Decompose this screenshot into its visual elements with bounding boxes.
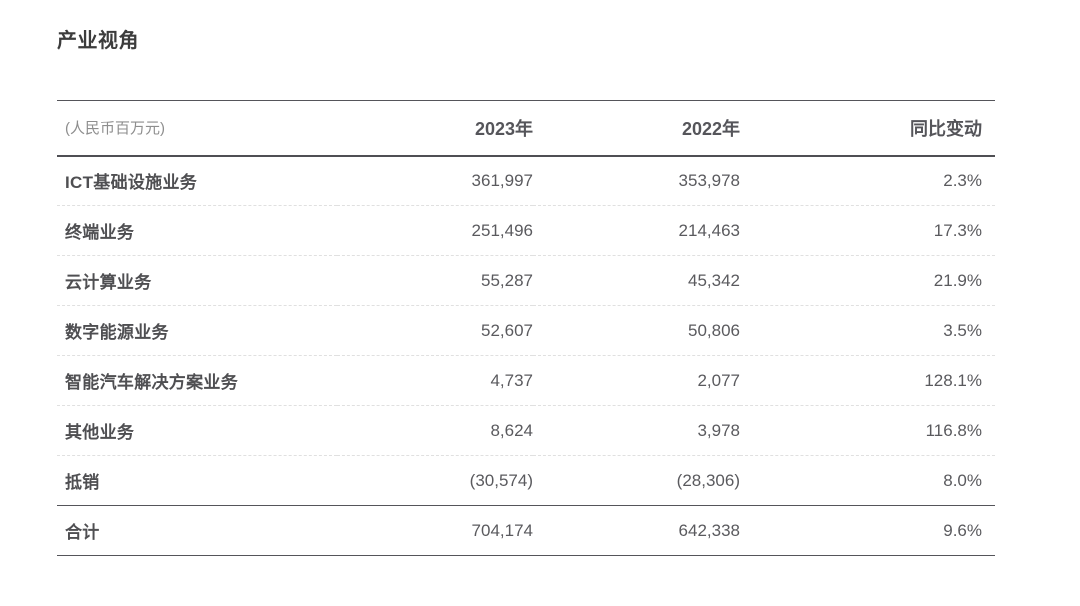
value-2022: 50,806 [688, 320, 740, 340]
value-2022: 214,463 [678, 220, 740, 240]
report-page: 产业视角 (人民币百万元) 2023年 2022年 同比变动 ICT基础设施业务… [0, 30, 1080, 606]
table-row-intelligent-automotive: 智能汽车解决方案业务 4,737 2,077 128.1% [57, 356, 995, 406]
total-label: 合计 [65, 523, 100, 542]
value-2022: 3,978 [697, 420, 740, 440]
value-2023: 52,607 [481, 320, 533, 340]
segment-label: 终端业务 [65, 223, 135, 242]
value-yoy: 8.0% [943, 470, 982, 490]
value-2023: 361,997 [471, 170, 533, 190]
table-row-ict-infrastructure: ICT基础设施业务 361,997 353,978 2.3% [57, 156, 995, 206]
value-2023: 8,624 [490, 420, 533, 440]
segment-label: 数字能源业务 [65, 323, 169, 342]
column-header-2022: 2022年 [681, 118, 740, 139]
column-header-yoy: 同比变动 [910, 118, 982, 139]
table-header-row: (人民币百万元) 2023年 2022年 同比变动 [57, 100, 995, 156]
segment-label: ICT基础设施业务 [65, 173, 198, 193]
segment-label: 其他业务 [65, 423, 135, 442]
value-2022: 2,077 [697, 370, 740, 390]
value-yoy: 128.1% [924, 370, 982, 390]
value-2023: 251,496 [471, 220, 533, 240]
value-2022: 45,342 [688, 270, 740, 290]
table-row-eliminations: 抵销 (30,574) (28,306) 8.0% [57, 456, 995, 506]
table-row-others: 其他业务 8,624 3,978 116.8% [57, 406, 995, 456]
page-title: 产业视角 [57, 30, 139, 52]
value-2023: 4,737 [490, 370, 533, 390]
value-yoy: 9.6% [943, 520, 982, 540]
table-row-consumer: 终端业务 251,496 214,463 17.3% [57, 206, 995, 256]
value-yoy: 116.8% [925, 420, 982, 440]
value-2023: 55,287 [481, 270, 533, 290]
value-yoy: 17.3% [933, 220, 982, 240]
value-yoy: 3.5% [943, 320, 982, 340]
segment-label: 智能汽车解决方案业务 [65, 373, 238, 392]
value-2023: (30,574) [469, 470, 533, 490]
table-row-cloud: 云计算业务 55,287 45,342 21.9% [57, 256, 995, 306]
table-row-total: 合计 704,174 642,338 9.6% [57, 506, 995, 556]
value-2022: 353,978 [678, 170, 740, 190]
segment-revenue-table: (人民币百万元) 2023年 2022年 同比变动 ICT基础设施业务 361,… [57, 100, 995, 556]
table-row-digital-power: 数字能源业务 52,607 50,806 3.5% [57, 306, 995, 356]
value-2023: 704,174 [471, 520, 533, 540]
value-2022: (28,306) [676, 470, 740, 490]
value-yoy: 21.9% [933, 270, 982, 290]
value-yoy: 2.3% [943, 170, 982, 190]
segment-label: 抵销 [65, 473, 100, 492]
currency-unit-label: (人民币百万元) [65, 120, 165, 138]
segment-label: 云计算业务 [65, 273, 152, 292]
column-header-2023: 2023年 [474, 118, 533, 139]
value-2022: 642,338 [678, 520, 740, 540]
